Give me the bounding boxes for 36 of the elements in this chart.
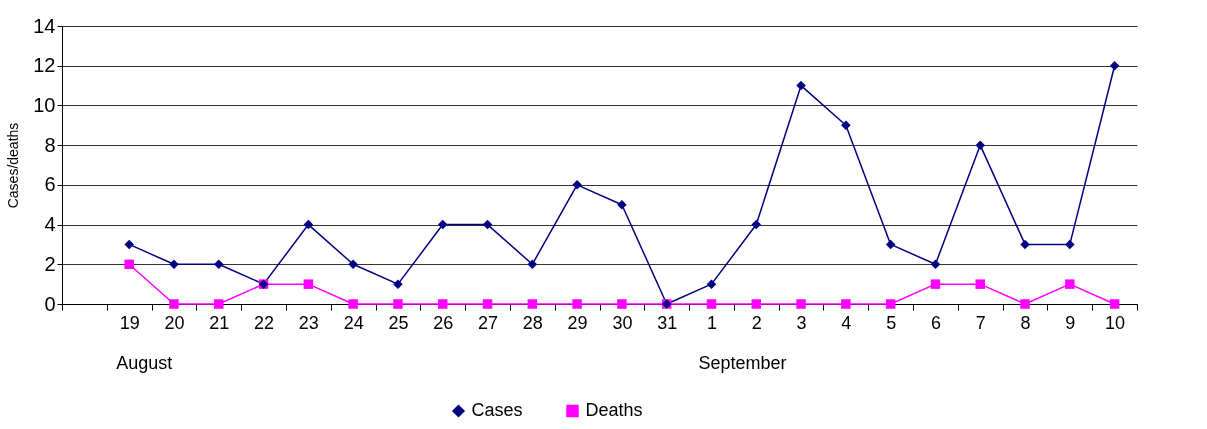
- x-tick-label: 31: [657, 312, 678, 333]
- text: September: [698, 353, 787, 373]
- x-tick-label: 28: [522, 312, 543, 333]
- x-tick-label: 8: [1020, 312, 1031, 333]
- x-tick-label: 26: [433, 312, 454, 333]
- x-tick-label: 3: [796, 312, 807, 333]
- y-tick-label: 14: [33, 14, 56, 37]
- y-tick-label: 12: [33, 54, 56, 77]
- x-tick-label: 24: [343, 312, 364, 333]
- x-tick-label: 5: [886, 312, 897, 333]
- x-tick-label: 25: [388, 312, 409, 333]
- x-tick-label: 7: [975, 312, 986, 333]
- x-tick-label: 30: [612, 312, 633, 333]
- y-axis-title: Cases/deaths: [5, 122, 22, 209]
- y-tick-label: 4: [44, 213, 56, 236]
- x-tick-label: 23: [298, 312, 319, 333]
- y-tick-label: 2: [44, 252, 56, 275]
- y-tick-label: 0: [44, 292, 56, 315]
- x-tick-label: 6: [930, 312, 941, 333]
- x-tick-label: 27: [478, 312, 499, 333]
- y-tick-label: 6: [44, 173, 56, 196]
- x-tick-label: 2: [751, 312, 762, 333]
- text: August: [116, 353, 173, 373]
- x-tick-label: 22: [254, 312, 275, 333]
- x-tick-label: 20: [164, 312, 185, 333]
- x-tick-label: 29: [567, 312, 588, 333]
- x-tick-label: 19: [119, 312, 140, 333]
- x-tick-label: 9: [1065, 312, 1076, 333]
- x-tick-label: 21: [209, 312, 230, 333]
- x-tick-label: 10: [1105, 312, 1126, 333]
- x-tick-label: 4: [841, 312, 852, 333]
- legend-label: Deaths: [585, 400, 643, 420]
- legend-label: Cases: [471, 400, 523, 420]
- x-tick-label: 1: [706, 312, 717, 333]
- y-tick-label: 10: [33, 93, 56, 116]
- y-tick-label: 8: [44, 133, 56, 156]
